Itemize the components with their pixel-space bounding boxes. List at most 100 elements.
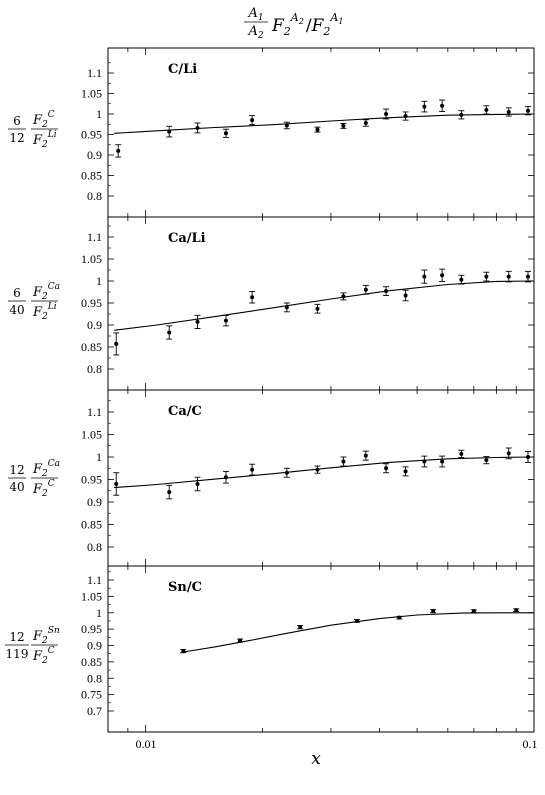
data-marker xyxy=(525,455,530,459)
data-marker xyxy=(422,274,427,279)
data-marker xyxy=(223,475,228,480)
ylabel-coef-num: 12 xyxy=(9,463,24,477)
data-marker xyxy=(284,123,289,128)
data-marker xyxy=(181,649,186,654)
y-tick-label: 0.85 xyxy=(81,169,102,183)
data-marker xyxy=(341,459,346,464)
data-marker xyxy=(363,453,368,458)
y-tick-label: 0.9 xyxy=(87,318,102,332)
panel-2: 0.8 0.85 0.9 0.95 1 1.05 1.1 Ca/Li xyxy=(81,216,535,391)
data-marker xyxy=(403,114,408,119)
data-point xyxy=(505,270,512,283)
ylabel-coef-num: 12 xyxy=(9,630,24,644)
x-tick-label-0.01: 0.01 xyxy=(136,737,157,751)
panel-frame xyxy=(107,565,535,733)
data-point xyxy=(430,609,437,614)
data-marker xyxy=(284,305,289,310)
data-point xyxy=(458,449,465,458)
ylabel-coef-den: 40 xyxy=(9,303,24,317)
y-tick-label: 0.9 xyxy=(87,148,102,162)
data-marker xyxy=(341,294,346,299)
data-marker xyxy=(167,330,172,335)
data-point xyxy=(194,314,201,329)
data-marker xyxy=(363,287,368,292)
data-point xyxy=(249,115,256,126)
data-marker xyxy=(431,609,436,614)
data-point xyxy=(353,618,360,623)
y-tick-label: 0.7 xyxy=(87,704,102,718)
y-tick-label: 0.95 xyxy=(81,473,102,487)
data-marker xyxy=(440,459,445,464)
data-point xyxy=(483,456,490,465)
data-point xyxy=(402,466,409,477)
data-marker xyxy=(403,293,408,298)
data-point xyxy=(383,108,390,120)
data-marker xyxy=(397,615,402,620)
y-tick-label: 1.1 xyxy=(87,405,102,419)
data-point xyxy=(340,122,347,129)
panel-3: 0.8 0.85 0.9 0.95 1 1.05 1.1 Ca/C xyxy=(81,389,535,567)
y-tick-label: 1 xyxy=(96,606,102,620)
fit-line xyxy=(114,456,535,489)
y-tick-label: 1.1 xyxy=(87,573,102,587)
data-marker xyxy=(354,618,359,623)
panel-title: C/Li xyxy=(168,62,197,77)
data-point xyxy=(283,467,290,478)
data-marker xyxy=(440,273,445,278)
ylabel-ratio-num: F2C xyxy=(32,110,55,130)
title-expression: F2A2/F2A1 xyxy=(271,11,343,38)
panel-title: Ca/C xyxy=(168,404,202,419)
data-marker xyxy=(459,277,464,282)
ylabel-coef-num: 6 xyxy=(13,286,21,300)
data-point xyxy=(283,302,290,313)
data-point xyxy=(421,269,428,284)
data-point xyxy=(505,447,512,460)
data-marker xyxy=(250,467,255,472)
data-point xyxy=(458,110,465,120)
data-marker xyxy=(250,118,255,123)
y-tick-label: 1.1 xyxy=(87,66,102,80)
data-marker xyxy=(403,469,408,474)
data-point xyxy=(314,465,321,474)
fit-line xyxy=(183,612,534,653)
data-marker xyxy=(167,129,172,134)
y-tick-label: 1.05 xyxy=(81,589,102,603)
data-point xyxy=(421,100,428,113)
data-point xyxy=(396,615,403,620)
data-marker xyxy=(384,289,389,294)
data-marker xyxy=(506,109,511,114)
y-tick-label: 0.85 xyxy=(81,518,102,532)
data-marker xyxy=(195,482,200,486)
data-point xyxy=(402,111,409,121)
ylabel-ratio-num: F2Sn xyxy=(32,626,60,646)
y-tick-label: 0.75 xyxy=(81,688,102,702)
data-point xyxy=(524,270,531,283)
data-point xyxy=(340,292,347,301)
data-marker xyxy=(422,104,427,109)
data-marker xyxy=(525,274,530,279)
ylabel-ratio-den: F2C xyxy=(32,479,55,499)
data-marker xyxy=(525,108,530,113)
data-point xyxy=(362,450,369,461)
data-marker xyxy=(471,609,476,614)
ylabel-panel-4: 12 119 F2Sn F2C xyxy=(5,626,60,666)
data-marker xyxy=(484,107,489,112)
data-marker xyxy=(384,112,389,116)
data-point xyxy=(283,121,290,130)
data-marker xyxy=(315,127,320,132)
data-point xyxy=(439,455,446,468)
data-point xyxy=(505,107,512,117)
x-tick-label-0.1: 0.1 xyxy=(523,737,538,751)
data-marker xyxy=(484,274,489,279)
panel-title: Sn/C xyxy=(168,580,202,595)
data-point xyxy=(115,144,122,158)
y-tick-label: 1 xyxy=(96,274,102,288)
y-tick-label: 1.05 xyxy=(81,428,102,442)
ylabel-coef-den: 40 xyxy=(9,480,24,494)
ylabel-coef-den: 119 xyxy=(6,647,29,661)
panels-container: 0.8 0.85 0.9 0.95 1 1.05 1.1 C/Li 0.8 0.85 0.9 0.95… xyxy=(81,47,535,733)
data-point xyxy=(362,284,369,295)
ylabel-panel-1: 6 12 F2C F2Li xyxy=(8,110,58,150)
panel-title: Ca/Li xyxy=(168,231,206,246)
